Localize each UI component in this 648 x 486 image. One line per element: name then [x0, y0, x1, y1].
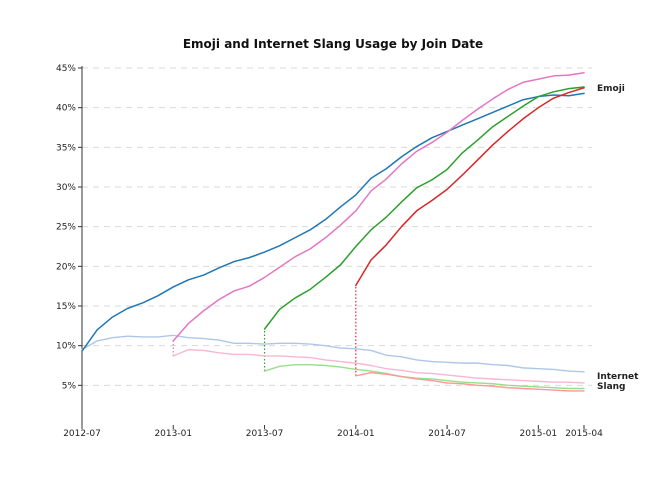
y-tick-label: 25% — [56, 223, 76, 233]
axes — [78, 66, 585, 429]
x-tick-label: 2015-04 — [565, 429, 603, 439]
y-tick-label: 35% — [56, 143, 76, 153]
x-tick-label: 2013-01 — [154, 429, 192, 439]
x-tick-label: 2014-01 — [337, 429, 375, 439]
y-tick-label: 30% — [56, 183, 76, 193]
annotation-internet-slang: Internet Slang — [597, 372, 639, 392]
tick-labels: 5% 10% 15% 20% 25% 30% 35% 40% 45% 2012-07 2013-01… — [56, 64, 603, 439]
x-tick-label: 2012-07 — [63, 429, 101, 439]
emoji-series-line — [355, 87, 585, 287]
cohort-connectors — [172, 285, 357, 376]
slang-series-line — [172, 348, 585, 384]
y-tick-label: 15% — [56, 302, 76, 312]
chart-title: Emoji and Internet Slang Usage by Join D… — [183, 37, 483, 51]
grid-lines — [82, 67, 592, 386]
y-tick-label: 40% — [56, 104, 76, 114]
slang-series-line — [81, 334, 585, 373]
x-tick-label: 2014-07 — [428, 429, 466, 439]
slang-series-line — [263, 364, 585, 390]
y-tick-label: 5% — [62, 381, 77, 391]
y-tick-label: 20% — [56, 262, 76, 272]
emoji-series-line — [263, 86, 585, 330]
annotations: Emoji Internet Slang — [597, 84, 639, 392]
series-lines — [81, 72, 585, 392]
emoji-series-line — [172, 72, 585, 342]
y-tick-label: 10% — [56, 342, 76, 352]
emoji-series-line — [81, 92, 585, 352]
y-tick-label: 45% — [56, 64, 76, 74]
annotation-emoji: Emoji — [597, 84, 625, 94]
slang-series-line — [355, 371, 585, 392]
x-tick-label: 2015-01 — [520, 429, 558, 439]
x-tick-label: 2013-07 — [246, 429, 284, 439]
